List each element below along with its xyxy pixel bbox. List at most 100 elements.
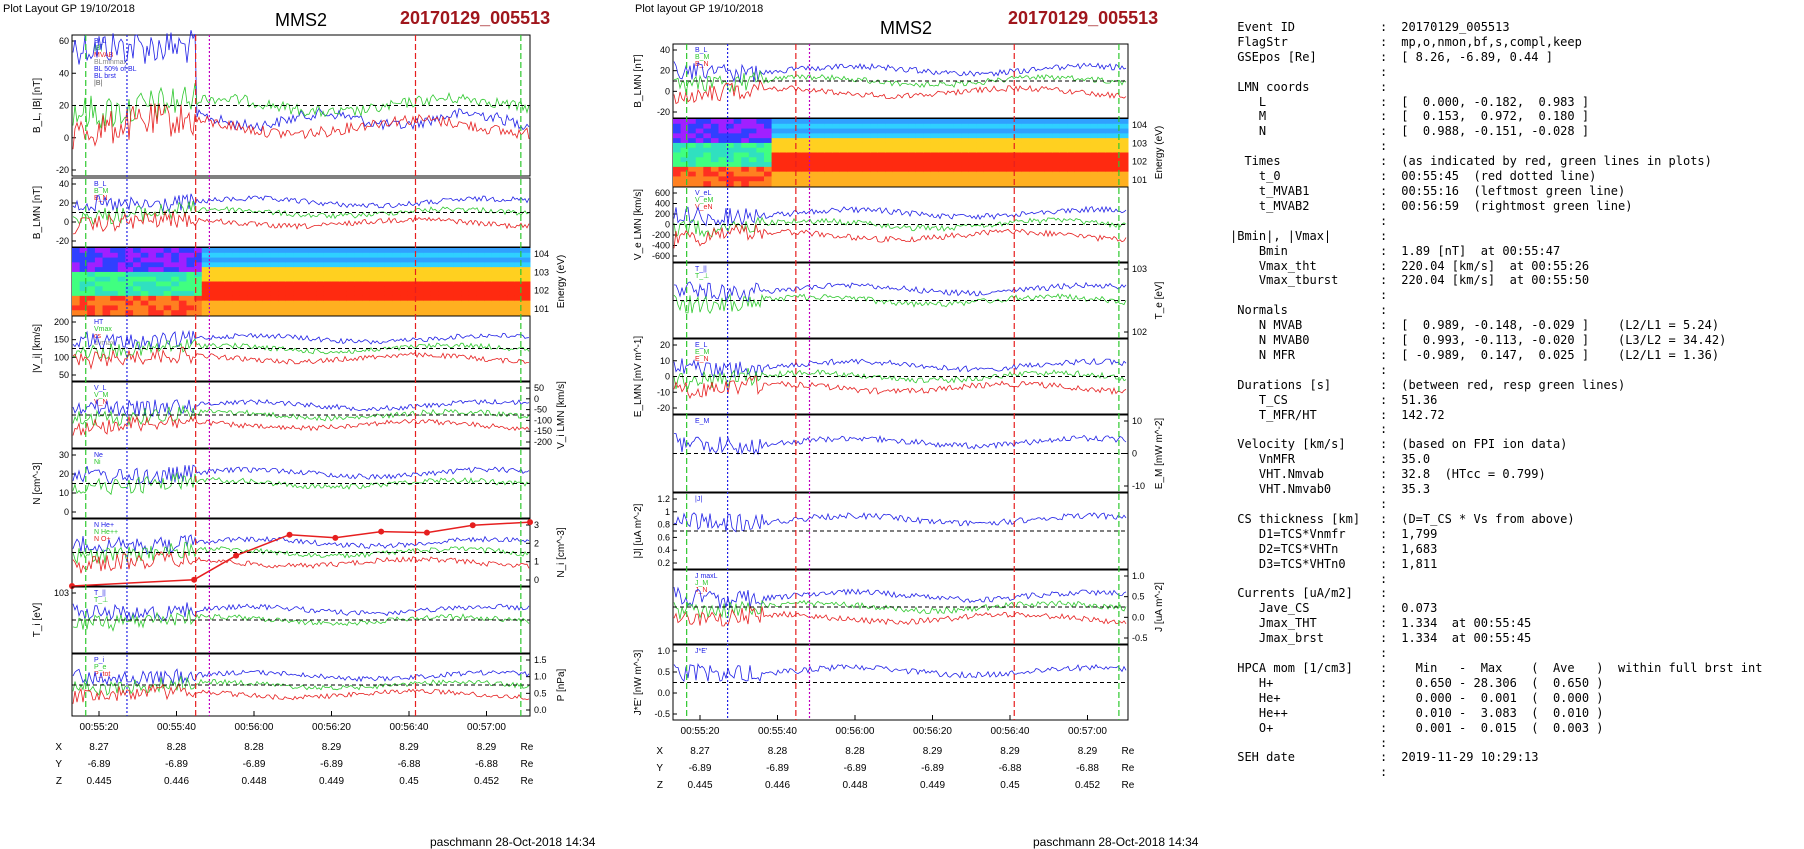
- info-key: FlagStr: [1230, 34, 1288, 49]
- spectrogram-cell: [331, 276, 340, 282]
- spectrogram-cell: [915, 152, 924, 158]
- info-colon: :: [1380, 705, 1388, 720]
- y-tick-label: -150: [534, 426, 552, 436]
- spectrogram-cell: [779, 157, 788, 163]
- coord-value: -6.89: [921, 763, 944, 774]
- spectrogram-cell: [140, 262, 149, 268]
- info-value: 35.0: [1394, 452, 1431, 467]
- spectrogram-cell: [1097, 147, 1106, 153]
- spectrogram-cell: [476, 305, 485, 311]
- spectrogram-cell: [938, 142, 947, 149]
- y-axis-label: E_M [mW m^-2]: [1154, 418, 1165, 490]
- spectrogram-cell: [710, 166, 719, 173]
- info-key: D2=TCS*VHTn: [1230, 541, 1339, 556]
- info-colon: :: [1380, 422, 1388, 437]
- spectrogram-cell: [499, 281, 508, 287]
- spectrogram-cell: [468, 286, 478, 292]
- spectrogram-cell: [133, 276, 142, 282]
- spectrogram-cell: [247, 271, 256, 278]
- spectrogram-cell: [1059, 147, 1068, 153]
- spectrogram-cell: [194, 252, 203, 259]
- info-key: Jmax_THT: [1230, 616, 1317, 631]
- spectrogram-cell: [79, 286, 88, 292]
- spectrogram-cell: [764, 171, 773, 177]
- spectrogram-cell: [764, 162, 773, 168]
- spectrogram-cell: [239, 271, 249, 278]
- spectrogram-cell: [232, 281, 241, 287]
- spectrogram-cell: [209, 257, 218, 263]
- spectrogram-cell: [726, 157, 735, 163]
- spectrogram-cell: [94, 305, 104, 311]
- spectrogram-cell: [148, 305, 157, 311]
- spectrogram-cell: [870, 162, 879, 168]
- spectrogram-cell: [94, 310, 104, 316]
- spectrogram-cell: [1006, 147, 1015, 153]
- info-value: 00:55:16 (leftmost green line): [1394, 183, 1626, 198]
- spectrogram-cell: [308, 257, 317, 263]
- panel-frame: [71, 381, 531, 449]
- spectrogram-cell: [673, 166, 682, 173]
- spectrogram-cell: [453, 248, 462, 254]
- info-key: Bmin: [1230, 243, 1288, 258]
- spectrogram-cell: [194, 300, 203, 306]
- spectrogram-cell: [255, 300, 264, 306]
- spectrogram-cell: [1059, 157, 1068, 163]
- spectrogram-cell: [983, 138, 992, 144]
- spectrogram-cell: [316, 262, 325, 268]
- spectrogram-cell: [178, 252, 187, 259]
- spectrogram-cell: [392, 257, 401, 263]
- spectrogram-cell: [125, 271, 134, 278]
- spectrogram-cell: [468, 262, 478, 268]
- spectrogram-cell: [155, 248, 165, 254]
- spectrogram-cell: [915, 181, 924, 187]
- spectrogram-cell: [908, 152, 917, 158]
- spectrogram-cell: [862, 166, 871, 173]
- legend-entry: |J|: [695, 496, 702, 503]
- spectrogram-cell: [741, 152, 750, 158]
- spectrogram-cell: [953, 157, 962, 163]
- spectrogram-cell: [983, 133, 992, 139]
- spectrogram-cell: [968, 176, 977, 182]
- spectrogram-cell: [1014, 176, 1023, 182]
- info-value: 0.000 - 0.001 ( 0.000 ): [1394, 690, 1604, 705]
- spectrogram-cell: [499, 252, 508, 259]
- spectrogram-cell: [491, 291, 500, 297]
- spectrogram-cell: [961, 123, 970, 130]
- spectrogram-cell: [771, 171, 780, 177]
- spectrogram-cell: [102, 271, 111, 278]
- spectrogram-cell: [1067, 181, 1076, 187]
- spectrogram-cell: [178, 300, 187, 306]
- spectrogram-cell: [961, 171, 970, 177]
- info-colon: :: [1380, 616, 1388, 631]
- spectrogram-cell: [862, 147, 871, 153]
- spectrogram-cell: [794, 181, 803, 187]
- info-value: 20170129_005513: [1394, 20, 1510, 34]
- spectrogram-cell: [695, 152, 704, 158]
- spectrogram-cell: [1052, 133, 1061, 139]
- spectrogram-cell: [331, 305, 340, 311]
- spectrogram-cell: [703, 119, 712, 125]
- spectrogram-cell: [892, 147, 901, 153]
- spectrogram-cell: [285, 252, 294, 259]
- spectrogram-cell: [953, 128, 962, 134]
- spectrogram-cell: [900, 123, 909, 130]
- info-colon: :: [1380, 571, 1388, 586]
- y-tick-label: 0.0: [657, 688, 670, 698]
- spectrogram-cell: [885, 152, 894, 158]
- spectrogram-cell: [1067, 119, 1076, 125]
- spectrogram-cell: [968, 152, 977, 158]
- spectrogram-cell: [346, 248, 355, 254]
- spectrogram-cell: [262, 276, 271, 282]
- spectrogram-cell: [908, 176, 917, 182]
- spectrogram-cell: [703, 142, 712, 149]
- spectrogram-cell: [392, 281, 401, 287]
- spectrogram-cell: [438, 248, 447, 254]
- spectrogram-cell: [976, 166, 985, 173]
- spectrogram-cell: [877, 123, 886, 130]
- spectrogram-cell: [171, 276, 180, 282]
- spectrogram-cell: [377, 267, 386, 273]
- spectrogram-cell: [323, 248, 333, 254]
- info-key: T_CS: [1230, 392, 1288, 407]
- spectrogram-cell: [362, 262, 371, 268]
- spectrogram-cell: [278, 276, 287, 282]
